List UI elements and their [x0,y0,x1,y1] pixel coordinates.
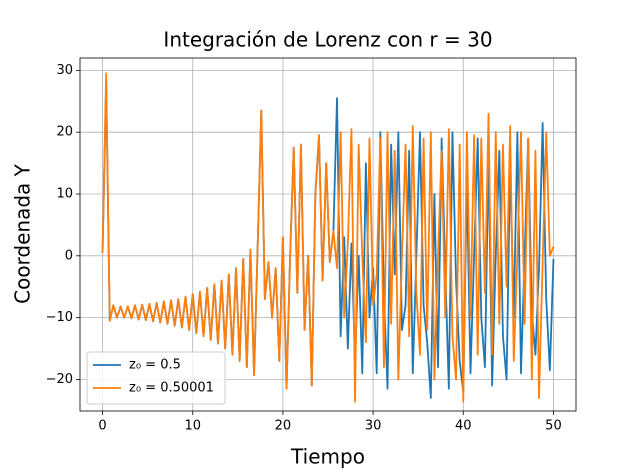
legend: z₀ = 0.5 z₀ = 0.50001 [86,351,226,405]
x-tick-label: 30 [365,419,382,434]
legend-box [86,351,226,405]
x-tick-label: 0 [98,419,106,434]
legend-label: z₀ = 0.5 [129,358,181,373]
line-series [101,72,555,403]
x-tick-label: 20 [275,419,292,434]
y-axis-label: Coordenada Y [11,163,35,304]
y-tick-label: 0 [65,248,73,263]
chart-title: Integración de Lorenz con r = 30 [163,28,492,52]
y-tick-label: 10 [56,187,73,202]
x-tick-label: 50 [545,419,562,434]
y-tick-label: 30 [56,63,73,78]
x-tick-label: 10 [184,419,201,434]
axes-frame [79,57,577,412]
y-tick-label: −20 [46,372,73,387]
y-tick-label: −10 [46,310,73,325]
y-tick-label: 20 [56,125,73,140]
legend-label: z₀ = 0.50001 [129,381,214,396]
x-axis-label: Tiempo [290,445,365,469]
x-tick-label: 40 [455,419,472,434]
